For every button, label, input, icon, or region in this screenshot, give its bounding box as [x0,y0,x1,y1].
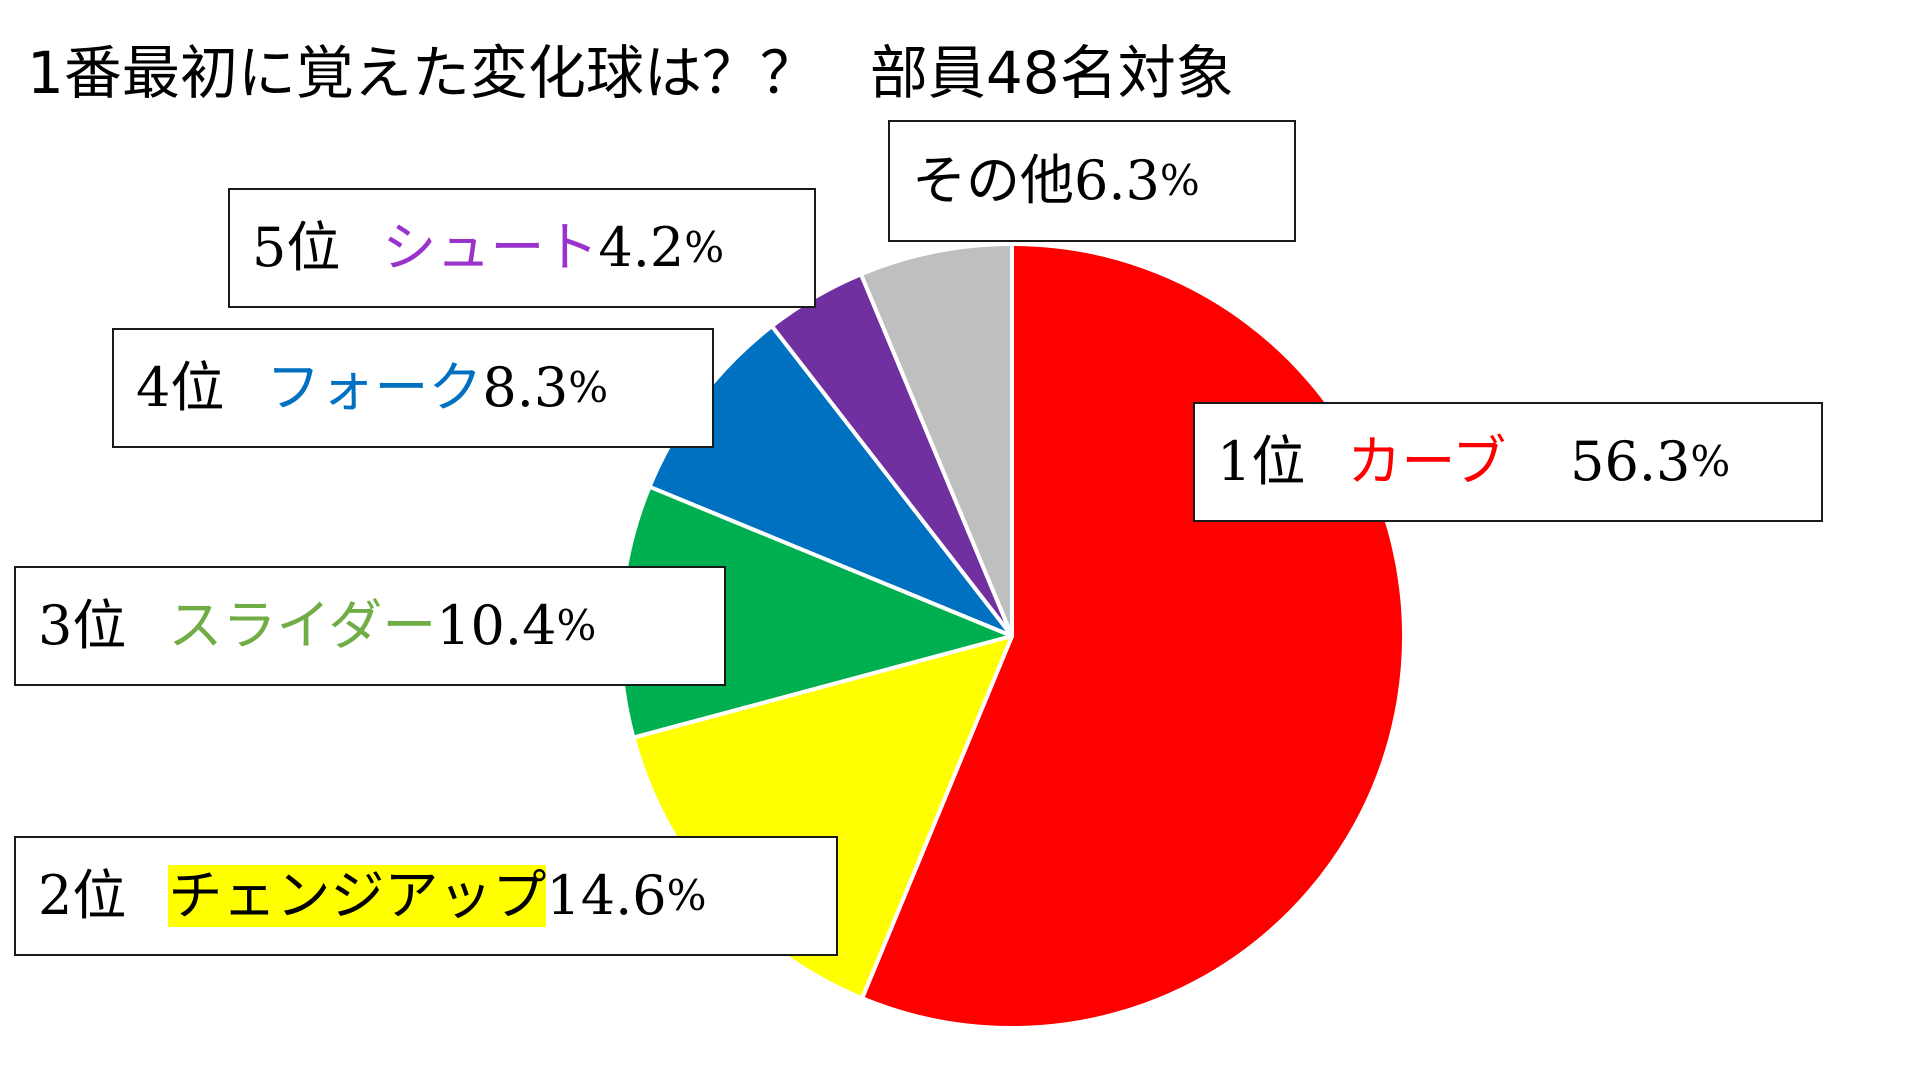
label-slider-name: スライダー [168,594,437,657]
label-slider-value: 10.4 [436,594,557,657]
label-other-percent: % [1159,156,1200,205]
label-other-name: その他 [912,149,1074,212]
label-curve-rank: 1位 [1217,430,1306,493]
label-fork-rank: 4位 [136,356,225,419]
label-changeup: 2位 チェンジアップ 14.6% [14,836,838,956]
label-changeup-rank: 2位 [38,864,127,927]
label-fork-value: 8.3 [482,356,569,419]
label-slider-percent: % [556,601,597,650]
label-shoot-value: 4.2 [598,216,685,279]
label-fork: 4位 フォーク 8.3% [112,328,714,448]
chart-title-sub: 部員48名対象 [869,39,1234,107]
label-shoot-rank: 5位 [252,216,341,279]
label-curve: 1位 カーブ 56.3% [1193,402,1823,522]
label-curve-value: 56.3 [1570,430,1691,493]
label-shoot-name: シュート [382,216,599,279]
label-shoot: 5位 シュート 4.2% [228,188,816,308]
label-curve-percent: % [1690,437,1731,486]
label-changeup-value: 14.6 [546,864,667,927]
slice-other [858,242,1014,638]
chart-title: 1番最初に覚えた変化球は？？ 部員48名対象 [27,38,1234,108]
label-changeup-name: チェンジアップ [168,864,547,927]
label-slider-rank: 3位 [38,594,127,657]
label-changeup-percent: % [666,871,707,920]
label-other: その他 6.3% [888,120,1296,242]
chart-title-main: 1番最初に覚えた変化球は？？ [27,39,818,107]
label-slider: 3位 スライダー 10.4% [14,566,726,686]
label-other-value: 6.3 [1074,149,1160,212]
label-shoot-percent: % [684,223,725,272]
label-fork-name: フォーク [266,356,483,419]
label-fork-percent: % [568,363,609,412]
label-curve-name: カーブ [1347,430,1507,493]
